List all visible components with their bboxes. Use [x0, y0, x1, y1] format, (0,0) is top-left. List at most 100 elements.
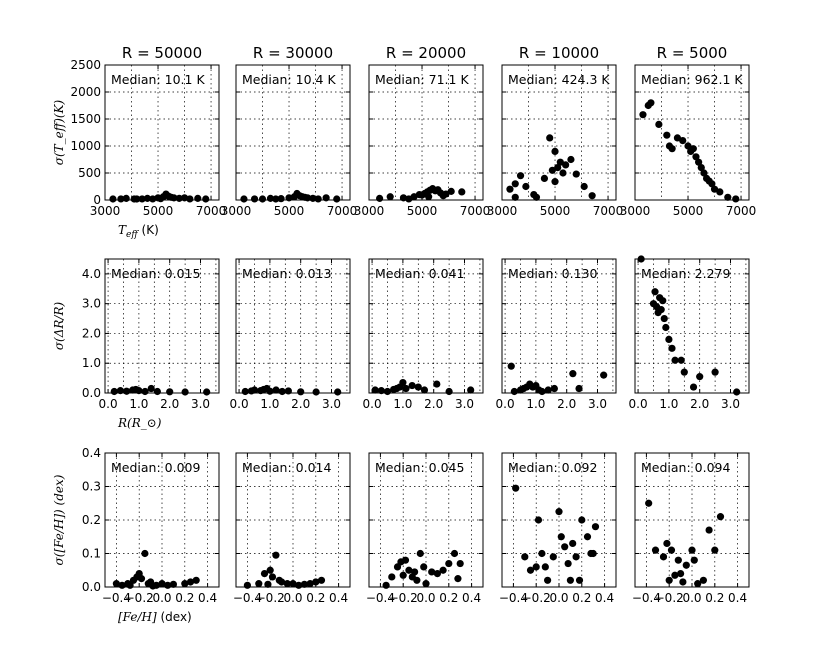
- x-tick-label: 1.0: [393, 397, 412, 411]
- data-point: [110, 387, 118, 396]
- column-title: R = 30000: [253, 44, 333, 62]
- data-point: [425, 193, 433, 201]
- data-point: [314, 195, 322, 203]
- x-tick-label: 2.0: [690, 397, 709, 411]
- data-point: [572, 170, 580, 178]
- data-point: [506, 185, 514, 193]
- data-point: [258, 195, 267, 203]
- panel-radius-5: 0.0 1.0 2.0 3.0 Median: 2.279: [629, 255, 750, 411]
- x-tick-label: 1.0: [659, 397, 678, 411]
- median-label: Median: 424.3 K: [508, 72, 610, 87]
- data-point: [418, 191, 426, 199]
- data-point: [522, 182, 530, 191]
- x-tick-label: 5000: [143, 204, 174, 218]
- x-tick-label: 0.0: [230, 397, 249, 411]
- x-tick-label: −0.2: [522, 591, 551, 605]
- data-point: [181, 388, 189, 396]
- data-point: [250, 386, 259, 394]
- y-tick-label: 0.4: [82, 446, 101, 460]
- data-point: [580, 182, 588, 191]
- data-point: [572, 553, 580, 561]
- y-axis-label: σ(T_eff)(K): [52, 99, 66, 165]
- median-label: Median: 2.279: [641, 266, 730, 281]
- data-point: [511, 193, 519, 201]
- data-point: [401, 556, 410, 564]
- y-tick-label: 1.0: [82, 356, 101, 370]
- x-tick-label: 0.0: [99, 397, 118, 411]
- median-label: Median: 0.045: [375, 460, 464, 475]
- data-point: [532, 193, 541, 201]
- data-point: [272, 195, 280, 203]
- data-point: [716, 188, 724, 196]
- data-point: [334, 388, 342, 396]
- data-point: [663, 539, 671, 548]
- data-point: [554, 164, 562, 172]
- data-point: [668, 344, 676, 352]
- x-tick-label: 5000: [407, 204, 438, 218]
- y-tick-label: 0.2: [82, 513, 101, 527]
- x-tick-label: 0.2: [439, 591, 458, 605]
- data-point: [186, 195, 194, 203]
- x-axis-label-unit: (K): [138, 223, 159, 237]
- panel-radius-3: 0.0 1.0 2.0 3.0 Median: 0.041: [363, 258, 484, 411]
- panel-frame: [235, 258, 351, 394]
- data-point: [147, 384, 155, 393]
- x-tick-label: 7000: [593, 204, 624, 218]
- median-label: Median: 0.041: [375, 266, 464, 281]
- data-point: [684, 142, 692, 150]
- data-point: [551, 147, 559, 155]
- y-tick-label: 0.3: [82, 480, 101, 494]
- y-tick-label: 1500: [70, 112, 101, 126]
- data-point: [732, 195, 740, 203]
- data-point: [376, 194, 384, 202]
- y-tick-label: 0.0: [82, 580, 101, 594]
- data-point: [433, 380, 441, 388]
- x-tick-label: 0.0: [549, 591, 568, 605]
- x-tick-label: 1.0: [526, 397, 545, 411]
- data-point: [659, 553, 668, 561]
- data-point: [699, 576, 708, 584]
- data-point: [532, 563, 540, 571]
- data-point: [149, 582, 157, 590]
- column-title: R = 20000: [386, 44, 466, 62]
- x-tick-label: 0.4: [198, 591, 217, 605]
- x-tick-label: 3.0: [322, 397, 341, 411]
- x-tick-label: 0.4: [329, 591, 348, 605]
- data-point: [306, 580, 314, 588]
- y-axis-label: σ(ΔR/R): [52, 302, 66, 351]
- y-axis-label: σ([Fe/H]) (dex): [52, 474, 66, 565]
- data-point: [548, 166, 556, 174]
- data-point: [278, 387, 286, 396]
- data-point: [639, 111, 647, 119]
- y-tick-label: 2.0: [82, 326, 101, 340]
- x-tick-label: −0.4: [102, 591, 131, 605]
- data-point: [665, 576, 673, 584]
- x-tick-label: 0.0: [629, 397, 648, 411]
- x-tick-label: −0.2: [125, 591, 154, 605]
- data-point: [272, 551, 280, 559]
- data-point: [511, 180, 519, 188]
- data-point: [411, 568, 419, 576]
- data-point: [689, 383, 698, 391]
- y-tick-label: 0.1: [82, 547, 101, 561]
- panel-feh-2: −0.4−0.20.0 0.2 0.4 Median: 0.014: [233, 452, 351, 605]
- median-label: Median: 0.130: [508, 266, 597, 281]
- data-point: [122, 387, 131, 395]
- panel-frame: [634, 64, 750, 201]
- panel-frame: [235, 64, 351, 201]
- data-point: [556, 158, 564, 166]
- panel-radius-4: 0.0 1.0 2.0 3.0 Median: 0.130: [496, 258, 617, 411]
- data-point: [689, 145, 697, 153]
- median-label: Median: 0.092: [508, 460, 597, 475]
- data-point: [260, 570, 269, 578]
- data-point: [109, 195, 117, 203]
- x-tick-label: 0.2: [306, 591, 325, 605]
- data-point: [377, 387, 385, 395]
- panel-frame: [368, 64, 484, 201]
- x-tick-label: −0.4: [499, 591, 528, 605]
- x-tick-label: 0.0: [416, 591, 435, 605]
- y-tick-label: 1000: [70, 139, 101, 153]
- data-point: [507, 362, 515, 370]
- data-point: [202, 195, 210, 203]
- data-point: [651, 546, 660, 554]
